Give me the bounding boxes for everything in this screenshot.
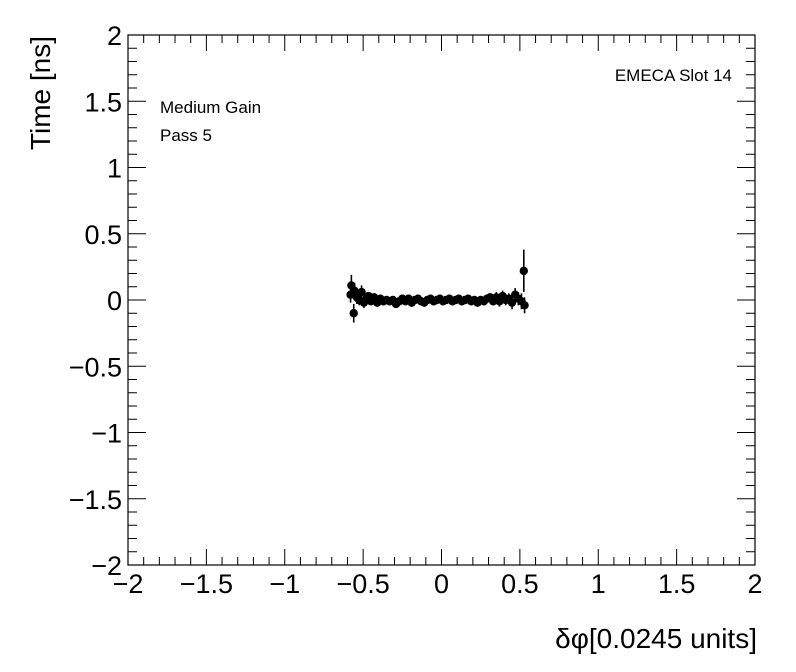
data-point: [507, 298, 517, 307]
x-tick-label: −0.5: [336, 569, 389, 599]
y-tick-labels: −2 −1.5 −1 −0.5 0 0.5 1 1.5 2: [69, 21, 122, 581]
x-tick-label: 0: [434, 569, 449, 599]
slot-annotation: EMECA Slot 14: [615, 66, 732, 85]
pass-annotation: Pass 5: [160, 126, 212, 145]
y-tick-label: 2: [107, 21, 122, 51]
x-tick-labels: −2 −1.5 −1 −0.5 0 0.5 1 1.5 2: [113, 569, 763, 599]
x-tick-label: 1.5: [658, 569, 696, 599]
y-tick-label: 0: [107, 286, 122, 316]
x-tick-label: 2: [747, 569, 762, 599]
data-point: [519, 266, 528, 276]
gain-annotation: Medium Gain: [160, 98, 261, 117]
x-tick-label: −1: [269, 569, 300, 599]
x-tick-label: 0.5: [501, 569, 539, 599]
y-tick-label: −1: [91, 419, 122, 449]
x-tick-label: −2: [113, 569, 144, 599]
x-tick-label: 1: [591, 569, 606, 599]
y-axis-title: Time [ns]: [25, 36, 56, 150]
y-tick-label: 1.5: [84, 87, 122, 117]
x-tick-label: −1.5: [180, 569, 233, 599]
data-points: [346, 249, 529, 323]
y-tick-label: 1: [107, 154, 122, 184]
y-tick-label: 0.5: [84, 220, 122, 250]
y-tick-label: −2: [91, 551, 122, 581]
data-point: [349, 309, 358, 318]
y-tick-label: −1.5: [69, 485, 122, 515]
x-axis-title: δφ[0.0245 units]: [555, 623, 757, 654]
data-point: [520, 301, 529, 310]
data-point: [357, 287, 366, 297]
y-tick-label: −0.5: [69, 352, 122, 382]
axis-ticks: [127, 34, 756, 566]
